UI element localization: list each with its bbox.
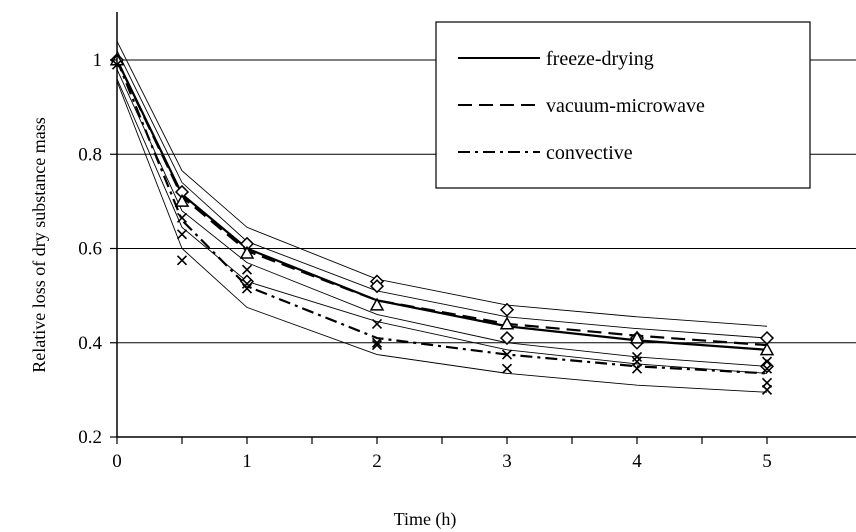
- x-marker-stroke: [501, 349, 513, 360]
- y-axis-title: Relative loss of dry substance mass: [29, 117, 49, 372]
- legend-box: [435, 21, 811, 189]
- triangle-marker: [499, 316, 515, 330]
- series-line-convective: [115, 59, 768, 375]
- x-marker-stroke: [501, 363, 513, 374]
- x-marker: [371, 318, 383, 329]
- x-marker-stroke: [631, 351, 643, 362]
- y-tick-label: 0.6: [78, 239, 102, 260]
- legend-label-vacuum-microwave: vacuum-microwave: [546, 95, 705, 117]
- x-marker: [631, 351, 643, 362]
- legend: freeze-drying vacuum-microwave convectiv…: [435, 21, 811, 189]
- triangle-marker: [174, 193, 190, 207]
- data-markers: [109, 52, 775, 395]
- x-marker: [241, 264, 253, 275]
- x-marker: [631, 356, 643, 367]
- x-marker: [501, 363, 513, 374]
- tick-labels: 0.2 0.4 0.6 0.8 1 0 1 2 3 4 5: [78, 50, 772, 472]
- axes: [110, 12, 856, 444]
- x-marker-stroke: [176, 255, 188, 266]
- x-axis-title: Time (h): [394, 509, 457, 530]
- y-tick-label: 0.4: [78, 333, 102, 354]
- bound-line-4: [116, 81, 768, 393]
- diamond-marker: [759, 330, 775, 346]
- x-marker-stroke: [631, 356, 643, 367]
- triangle-marker: [369, 297, 385, 311]
- x-tick-label: 3: [502, 451, 512, 472]
- x-marker-stroke: [241, 264, 253, 275]
- x-marker-stroke: [176, 229, 188, 240]
- x-marker: [241, 283, 253, 294]
- x-marker: [501, 349, 513, 360]
- triangle-marker: [629, 330, 645, 344]
- x-tick-label: 1: [242, 451, 252, 472]
- diamond-marker: [369, 279, 385, 294]
- triangle-marker: [239, 245, 255, 259]
- diamond-marker: [239, 274, 255, 289]
- x-marker-stroke: [371, 318, 383, 329]
- bound-line-3: [116, 78, 768, 374]
- legend-label-freeze-drying: freeze-drying: [546, 48, 654, 70]
- x-marker: [371, 340, 383, 351]
- x-marker-stroke: [371, 340, 383, 351]
- x-marker: [176, 212, 188, 223]
- x-marker-stroke: [371, 337, 383, 348]
- x-marker: [241, 278, 253, 289]
- diamond-marker: [499, 330, 515, 346]
- x-marker: [761, 356, 773, 367]
- legend-label-convective: convective: [546, 142, 633, 164]
- x-marker: [761, 377, 773, 388]
- diamond-marker: [499, 302, 515, 317]
- x-tick-label: 4: [632, 451, 642, 472]
- y-tick-label: 0.2: [78, 427, 102, 448]
- x-marker-stroke: [761, 356, 773, 367]
- triangle-marker: [759, 342, 775, 356]
- x-marker-stroke: [241, 283, 253, 294]
- x-marker-stroke: [241, 278, 253, 289]
- x-tick-label: 0: [112, 451, 122, 472]
- x-marker-stroke: [176, 212, 188, 223]
- x-marker: [371, 337, 383, 348]
- x-marker: [176, 255, 188, 266]
- x-tick-label: 5: [762, 451, 772, 472]
- x-marker: [176, 229, 188, 240]
- y-tick-label: 1: [93, 50, 103, 71]
- x-tick-label: 2: [372, 451, 382, 472]
- x-marker-stroke: [761, 377, 773, 388]
- y-tick-label: 0.8: [78, 144, 102, 165]
